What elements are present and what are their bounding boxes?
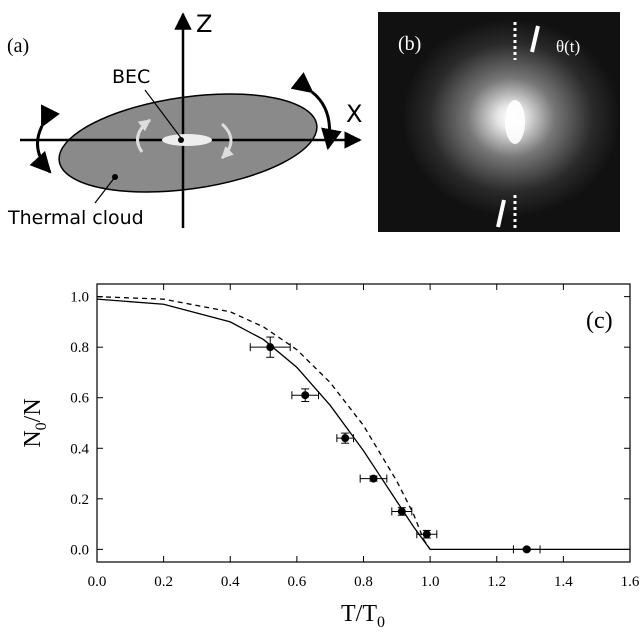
panel-label: (a) bbox=[7, 35, 29, 57]
data-point bbox=[341, 434, 349, 442]
y-axis-label: N0/N bbox=[20, 398, 50, 447]
thermal-label: Thermal cloud bbox=[7, 207, 144, 229]
x-tick-label: 0.8 bbox=[354, 574, 373, 590]
y-tick-label: 0.4 bbox=[70, 441, 89, 457]
data-point bbox=[369, 475, 377, 483]
axis-label: Z bbox=[196, 10, 212, 38]
data-point bbox=[301, 391, 309, 399]
bec-shape bbox=[162, 134, 212, 146]
data-point bbox=[423, 530, 431, 538]
tilt-arrow bbox=[38, 126, 51, 172]
panel-a: (a) Z X BEC Thermal cloud bbox=[7, 10, 362, 229]
dashed-curve bbox=[97, 297, 430, 550]
x-tick-label: 0.2 bbox=[154, 574, 173, 590]
y-axis-label-suffix: /N bbox=[20, 398, 46, 422]
y-tick-label: 0.2 bbox=[70, 492, 89, 508]
x-axis-label: T/T0 bbox=[341, 601, 385, 631]
solid-curve bbox=[97, 299, 630, 549]
x-tick-label: 1.4 bbox=[554, 574, 573, 590]
angle-label: θ(t) bbox=[556, 37, 580, 56]
y-axis-label-subscript: 0 bbox=[33, 422, 50, 430]
x-tick-label: 1.2 bbox=[487, 574, 506, 590]
x-tick-label: 1.0 bbox=[421, 574, 440, 590]
panel-label: (b) bbox=[398, 33, 421, 55]
x-axis-label-subscript: 0 bbox=[377, 614, 385, 631]
y-tick-label: 0.0 bbox=[70, 542, 89, 558]
x-axis-label-text: T/T bbox=[341, 601, 377, 627]
y-tick-label: 0.8 bbox=[70, 340, 89, 356]
bec-core bbox=[505, 100, 525, 144]
panel-b: (b) θ(t) bbox=[378, 12, 620, 232]
x-tick-label: 0.6 bbox=[288, 574, 307, 590]
axis-label: X bbox=[346, 100, 362, 128]
x-tick-label: 1.6 bbox=[621, 574, 640, 590]
figure: (a) Z X BEC Thermal cloud (b) θ(t) (c) T… bbox=[0, 0, 642, 633]
panel-label: (c) bbox=[586, 308, 613, 334]
plot-frame bbox=[97, 284, 630, 562]
bec-label: BEC bbox=[112, 66, 150, 88]
y-tick-label: 1.0 bbox=[70, 290, 89, 306]
x-tick-label: 0.4 bbox=[221, 574, 240, 590]
y-axis-label-text: N bbox=[20, 430, 46, 447]
y-tick-label: 0.6 bbox=[70, 391, 89, 407]
x-tick-label: 0.0 bbox=[88, 574, 107, 590]
